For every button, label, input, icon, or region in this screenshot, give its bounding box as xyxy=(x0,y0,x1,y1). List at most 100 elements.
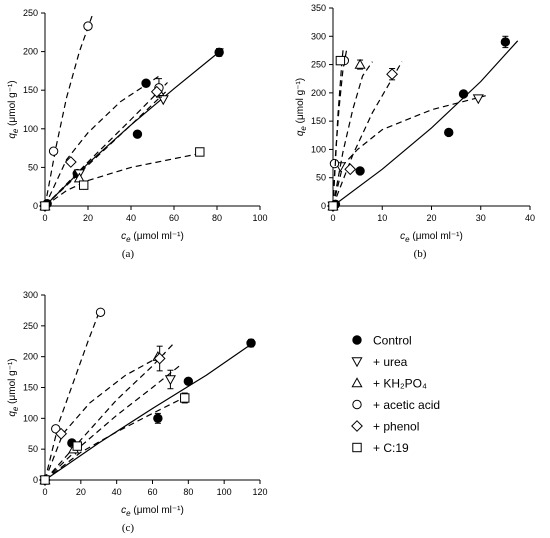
legend-marker xyxy=(352,335,362,345)
y-tick-label: 300 xyxy=(23,290,38,300)
y-tick-label: 100 xyxy=(311,144,326,154)
data-point-control xyxy=(355,166,365,176)
data-point-control xyxy=(458,89,469,99)
legend-marker xyxy=(351,377,363,388)
data-point-phenol xyxy=(150,85,163,98)
x-tick-label: 80 xyxy=(183,487,193,497)
data-point-acetic-acid xyxy=(329,158,340,169)
x-tick-label: 60 xyxy=(169,213,179,223)
x-tick-label: 40 xyxy=(112,487,122,497)
data-point-urea xyxy=(164,375,176,386)
fit-curve-phenol xyxy=(333,61,403,206)
y-tick-label: 150 xyxy=(311,116,326,126)
data-point-phenol xyxy=(344,163,357,176)
x-tick-label: 20 xyxy=(426,213,436,223)
series-phenol xyxy=(39,74,163,212)
y-axis-label: qe (μmol g⁻¹) xyxy=(7,80,20,138)
y-tick-label: 200 xyxy=(23,352,38,362)
legend-marker xyxy=(351,420,363,432)
x-tick-label: 100 xyxy=(252,213,267,223)
series-control xyxy=(330,35,519,210)
x-tick-label: 80 xyxy=(212,213,222,223)
legend-item-c-19: + C:19 xyxy=(352,441,409,455)
data-point-c-19 xyxy=(195,147,205,157)
y-tick-label: 250 xyxy=(311,60,326,70)
legend-label: + C:19 xyxy=(373,441,409,455)
fit-curve-urea xyxy=(45,89,168,206)
data-point-acetic-acid xyxy=(95,307,106,317)
legend-label: + phenol xyxy=(373,420,419,434)
x-tick-label: 0 xyxy=(330,213,335,223)
data-point-kh-po xyxy=(354,58,366,69)
data-point-control xyxy=(153,413,163,424)
legend-item-phenol: + phenol xyxy=(351,420,419,434)
x-tick-label: 0 xyxy=(42,487,47,497)
series-c-19 xyxy=(328,47,346,211)
panel-label: (a) xyxy=(122,248,135,260)
data-point-phenol xyxy=(64,156,77,168)
fit-curve-urea xyxy=(45,365,180,480)
series-control xyxy=(40,338,256,485)
y-tick-label: 0 xyxy=(33,475,38,485)
chart-panel-c: 0 20 40 60 80 100 120 0 50 100 150 200 250 300 ce (μmo… xyxy=(7,290,268,534)
y-tick-label: 350 xyxy=(311,3,326,13)
y-tick-label: 250 xyxy=(23,8,38,18)
data-point-c-19 xyxy=(40,475,50,485)
fit-curve-acetic-acid xyxy=(45,308,102,480)
y-tick-label: 150 xyxy=(23,85,38,95)
x-tick-label: 60 xyxy=(147,487,157,497)
x-axis-label: ce (μmol ml⁻¹) xyxy=(121,505,184,518)
data-point-control xyxy=(444,127,454,138)
x-axis-label: ce (μmol ml⁻¹) xyxy=(400,231,463,244)
fit-curve-kh-po xyxy=(45,82,168,206)
fit-curve-kh-po xyxy=(45,342,175,480)
chart-panel-a: 0 20 40 60 80 100 0 50 100 150 200 250 ce (μmol ml⁻¹… xyxy=(7,8,268,260)
series-control xyxy=(40,47,224,211)
data-point-c-19 xyxy=(180,393,190,403)
y-tick-label: 50 xyxy=(316,173,326,183)
y-tick-label: 50 xyxy=(28,162,38,172)
fit-curve-phenol xyxy=(45,353,166,480)
data-point-control xyxy=(500,37,511,47)
series-acetic-acid xyxy=(328,48,350,211)
y-tick-label: 200 xyxy=(311,88,326,98)
series-kh-po xyxy=(327,58,373,211)
legend-label: + KH₂PO₄ xyxy=(373,377,427,391)
legend-item-urea: + urea xyxy=(351,355,408,369)
fit-curve-control xyxy=(45,341,255,480)
data-point-control xyxy=(141,78,151,88)
fit-curve-phenol xyxy=(45,74,162,206)
fit-curve-urea xyxy=(333,95,486,206)
panel-label: (c) xyxy=(122,522,135,534)
data-point-c-19 xyxy=(40,201,50,211)
legend-marker xyxy=(352,399,362,410)
data-point-acetic-acid xyxy=(48,146,59,156)
legend: Control + urea + KH₂PO₄ + acetic acid + phen… xyxy=(351,334,440,455)
y-tick-label: 300 xyxy=(311,31,326,41)
series-kh-po xyxy=(39,82,168,211)
fit-curve-c-19 xyxy=(45,394,189,480)
chart-panel-b: 0 10 20 30 40 0 50 100 150 200 250 300 350 ce (μmol m… xyxy=(295,3,535,260)
legend-item-control: Control xyxy=(352,334,412,348)
data-point-control xyxy=(132,129,143,139)
data-point-phenol xyxy=(386,68,399,81)
series-c-19 xyxy=(40,147,205,211)
x-axis-label: ce (μmol ml⁻¹) xyxy=(121,231,184,244)
panel-label: (b) xyxy=(414,248,427,260)
y-axis-label: qe (μmol g⁻¹) xyxy=(7,358,20,416)
y-tick-label: 0 xyxy=(321,201,326,211)
y-tick-label: 0 xyxy=(33,201,38,211)
x-tick-label: 10 xyxy=(377,213,387,223)
x-tick-label: 30 xyxy=(476,213,486,223)
x-tick-label: 20 xyxy=(83,213,93,223)
legend-marker xyxy=(352,442,362,453)
x-tick-label: 20 xyxy=(76,487,86,497)
legend-label: Control xyxy=(373,334,412,348)
y-tick-label: 250 xyxy=(23,321,38,331)
data-point-c-19 xyxy=(335,55,346,66)
data-point-acetic-acid xyxy=(51,424,61,434)
series-kh-po xyxy=(39,342,175,485)
data-point-c-19 xyxy=(72,441,82,451)
y-tick-label: 200 xyxy=(23,47,38,57)
